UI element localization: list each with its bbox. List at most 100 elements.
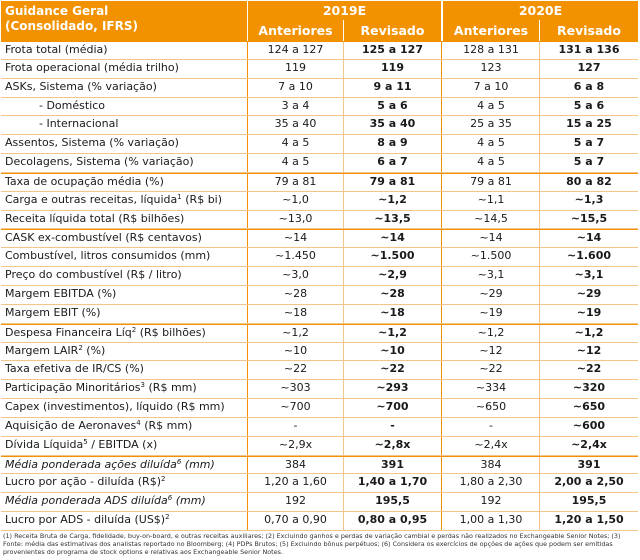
row-label-text: Carga e outras receitas, líquida bbox=[5, 192, 178, 206]
row-label-text: Lucro por ADS - diluída (US$) bbox=[5, 513, 166, 527]
row-label: Combustível, litros consumidos (mm) bbox=[5, 248, 247, 266]
value-revised-2020: 5 a 7 bbox=[573, 155, 605, 169]
row-label-text: Taxa de ocupação média (%) bbox=[5, 174, 164, 188]
value-revised-2019: 9 a 11 bbox=[373, 79, 412, 93]
row-label-text: Frota operacional (média trilho) bbox=[5, 60, 179, 74]
value-previous-2020: ~12 bbox=[479, 343, 503, 357]
col-previous-2019: Anteriores bbox=[248, 20, 343, 41]
column-divider bbox=[441, 41, 442, 531]
value-revised-2020: ~3,1 bbox=[574, 268, 604, 282]
footnote-marker: 2 bbox=[160, 475, 166, 484]
value-revised-2020: 15 a 25 bbox=[566, 117, 612, 131]
row-label-text: Lucro por ação - diluída (R$) bbox=[5, 475, 161, 489]
footnote-marker: 3 bbox=[140, 381, 146, 390]
row-label-text: Receita líquida total (R$ bilhões) bbox=[5, 211, 185, 225]
value-previous-2020: 123 bbox=[480, 60, 502, 74]
row-label-text: Margem LAIR bbox=[5, 343, 79, 357]
row-label-suffix: (R$ bilhões) bbox=[136, 325, 206, 339]
year-2019-header: 2019E bbox=[248, 1, 441, 20]
row-label-text: Média ponderada ADS diluída bbox=[5, 494, 168, 508]
value-revised-2020: 131 a 136 bbox=[558, 43, 620, 56]
value-previous-2020: ~29 bbox=[479, 286, 503, 300]
value-previous-2020: 4 a 5 bbox=[477, 136, 505, 150]
row-label: Dívida Líquida5 / EBITDA (x) bbox=[5, 437, 247, 455]
value-revised-2019: 35 a 40 bbox=[369, 117, 416, 131]
value-previous-2019: ~303 bbox=[280, 381, 311, 395]
value-revised-2019: 125 a 127 bbox=[361, 43, 423, 56]
row-label-text: Despesa Financeira Líq bbox=[5, 325, 132, 339]
value-previous-2019: ~3,0 bbox=[282, 268, 309, 282]
value-revised-2019: ~28 bbox=[380, 286, 405, 300]
table-header: Guidance Geral (Consolidado, IFRS) 2019E… bbox=[1, 1, 638, 41]
table-row: Receita líquida total (R$ bilhões) ~13,0 ~… bbox=[1, 211, 638, 230]
value-revised-2020: ~650 bbox=[572, 400, 606, 414]
table-row: - Doméstico 3 a 4 5 a 6 4 a 5 5 a 6 bbox=[1, 98, 638, 117]
value-revised-2020: 6 a 8 bbox=[573, 79, 605, 93]
value-previous-2020: 7 a 10 bbox=[473, 79, 509, 93]
table-row: Dívida Líquida5 / EBITDA (x) ~2,9x ~2,8x ~2… bbox=[1, 437, 638, 456]
value-revised-2019: 195,5 bbox=[375, 494, 410, 508]
table-row: - Internacional 35 a 40 35 a 40 25 a 35 15 a… bbox=[1, 116, 638, 136]
value-revised-2020: ~1,3 bbox=[574, 192, 604, 206]
value-previous-2019: ~1,0 bbox=[282, 192, 309, 206]
value-revised-2019: ~10 bbox=[380, 343, 405, 357]
value-revised-2019: ~700 bbox=[376, 400, 409, 414]
value-revised-2019: ~1,2 bbox=[378, 192, 407, 206]
value-revised-2020: ~12 bbox=[576, 343, 602, 357]
value-previous-2020: 79 a 81 bbox=[470, 174, 512, 188]
footnote-marker: 4 bbox=[136, 418, 141, 427]
table-row: Margem EBITDA (%) ~28 ~28 ~29 ~29 bbox=[1, 286, 638, 305]
table-row: Assentos, Sistema (% variação) 4 a 5 8 a 9… bbox=[1, 135, 638, 155]
value-revised-2019: ~22 bbox=[380, 362, 405, 376]
value-previous-2019: 7 a 10 bbox=[278, 79, 313, 93]
value-revised-2020: ~15,5 bbox=[570, 211, 608, 225]
value-previous-2019: 79 a 81 bbox=[274, 174, 317, 188]
row-label: Aquisição de Aeronaves4 (R$ mm) bbox=[5, 418, 247, 436]
value-revised-2019: ~1.500 bbox=[370, 249, 415, 263]
column-divider bbox=[539, 41, 540, 531]
title-line-2: (Consolidado, IFRS) bbox=[5, 19, 138, 33]
row-label: Assentos, Sistema (% variação) bbox=[5, 135, 247, 153]
value-previous-2020: 384 bbox=[480, 457, 502, 471]
value-revised-2020: 5 a 7 bbox=[573, 136, 605, 150]
value-previous-2019: ~18 bbox=[283, 305, 308, 319]
table-row: Taxa de ocupação média (%) 79 a 81 79 a 81… bbox=[1, 172, 638, 192]
value-previous-2020: ~650 bbox=[475, 400, 507, 414]
row-label-text: Participação Minoritários bbox=[5, 381, 141, 395]
row-label-text: Dívida Líquida bbox=[5, 437, 84, 451]
row-label-suffix: (R$ mm) bbox=[145, 381, 197, 395]
table-row: Carga e outras receitas, líquida1 (R$ bi… bbox=[1, 192, 638, 211]
row-label-text: Capex (investimentos), líquido (R$ mm) bbox=[5, 400, 225, 414]
value-previous-2019: ~28 bbox=[283, 286, 308, 300]
value-revised-2020: ~600 bbox=[572, 418, 606, 432]
year-2020-header: 2020E bbox=[443, 1, 638, 20]
row-label: Receita líquida total (R$ bilhões) bbox=[5, 211, 247, 229]
value-previous-2020: 1,00 a 1,30 bbox=[459, 513, 523, 527]
row-label-text: Aquisição de Aeronaves bbox=[5, 418, 137, 432]
value-previous-2020: ~1.500 bbox=[470, 249, 512, 263]
table-row: Decolagens, Sistema (% variação) 4 a 5 6 a… bbox=[1, 154, 638, 173]
value-previous-2019: 124 a 127 bbox=[267, 43, 324, 56]
value-previous-2019: 3 a 4 bbox=[281, 98, 310, 112]
table-row: Capex (investimentos), líquido (R$ mm) ~7… bbox=[1, 399, 638, 418]
value-previous-2019: 192 bbox=[285, 494, 306, 508]
value-previous-2020: ~1,2 bbox=[477, 325, 505, 339]
value-previous-2019: ~22 bbox=[283, 362, 308, 376]
value-previous-2020: 25 a 35 bbox=[470, 117, 512, 131]
row-label-text: Combustível, litros consumidos (mm) bbox=[5, 249, 211, 263]
value-previous-2020: ~3,1 bbox=[477, 268, 505, 282]
value-previous-2019: 0,70 a 0,90 bbox=[264, 513, 327, 527]
row-label: Frota operacional (média trilho) bbox=[5, 60, 247, 78]
value-revised-2019: 0,80 a 0,95 bbox=[357, 513, 428, 527]
value-previous-2019: 4 a 5 bbox=[281, 136, 310, 150]
value-previous-2020: 4 a 5 bbox=[477, 155, 505, 169]
value-revised-2020: ~19 bbox=[576, 305, 602, 319]
value-revised-2019: - bbox=[390, 418, 395, 432]
value-previous-2020: ~14 bbox=[479, 231, 503, 245]
value-revised-2019: 5 a 6 bbox=[377, 98, 408, 112]
value-previous-2019: ~14 bbox=[283, 231, 308, 245]
footnote-marker: 1 bbox=[177, 192, 182, 201]
value-revised-2020: ~1.600 bbox=[566, 249, 611, 263]
row-label-text: - Internacional bbox=[39, 117, 119, 131]
table-row: Média ponderada ADS diluída6 (mm) 192 195,… bbox=[1, 493, 638, 513]
